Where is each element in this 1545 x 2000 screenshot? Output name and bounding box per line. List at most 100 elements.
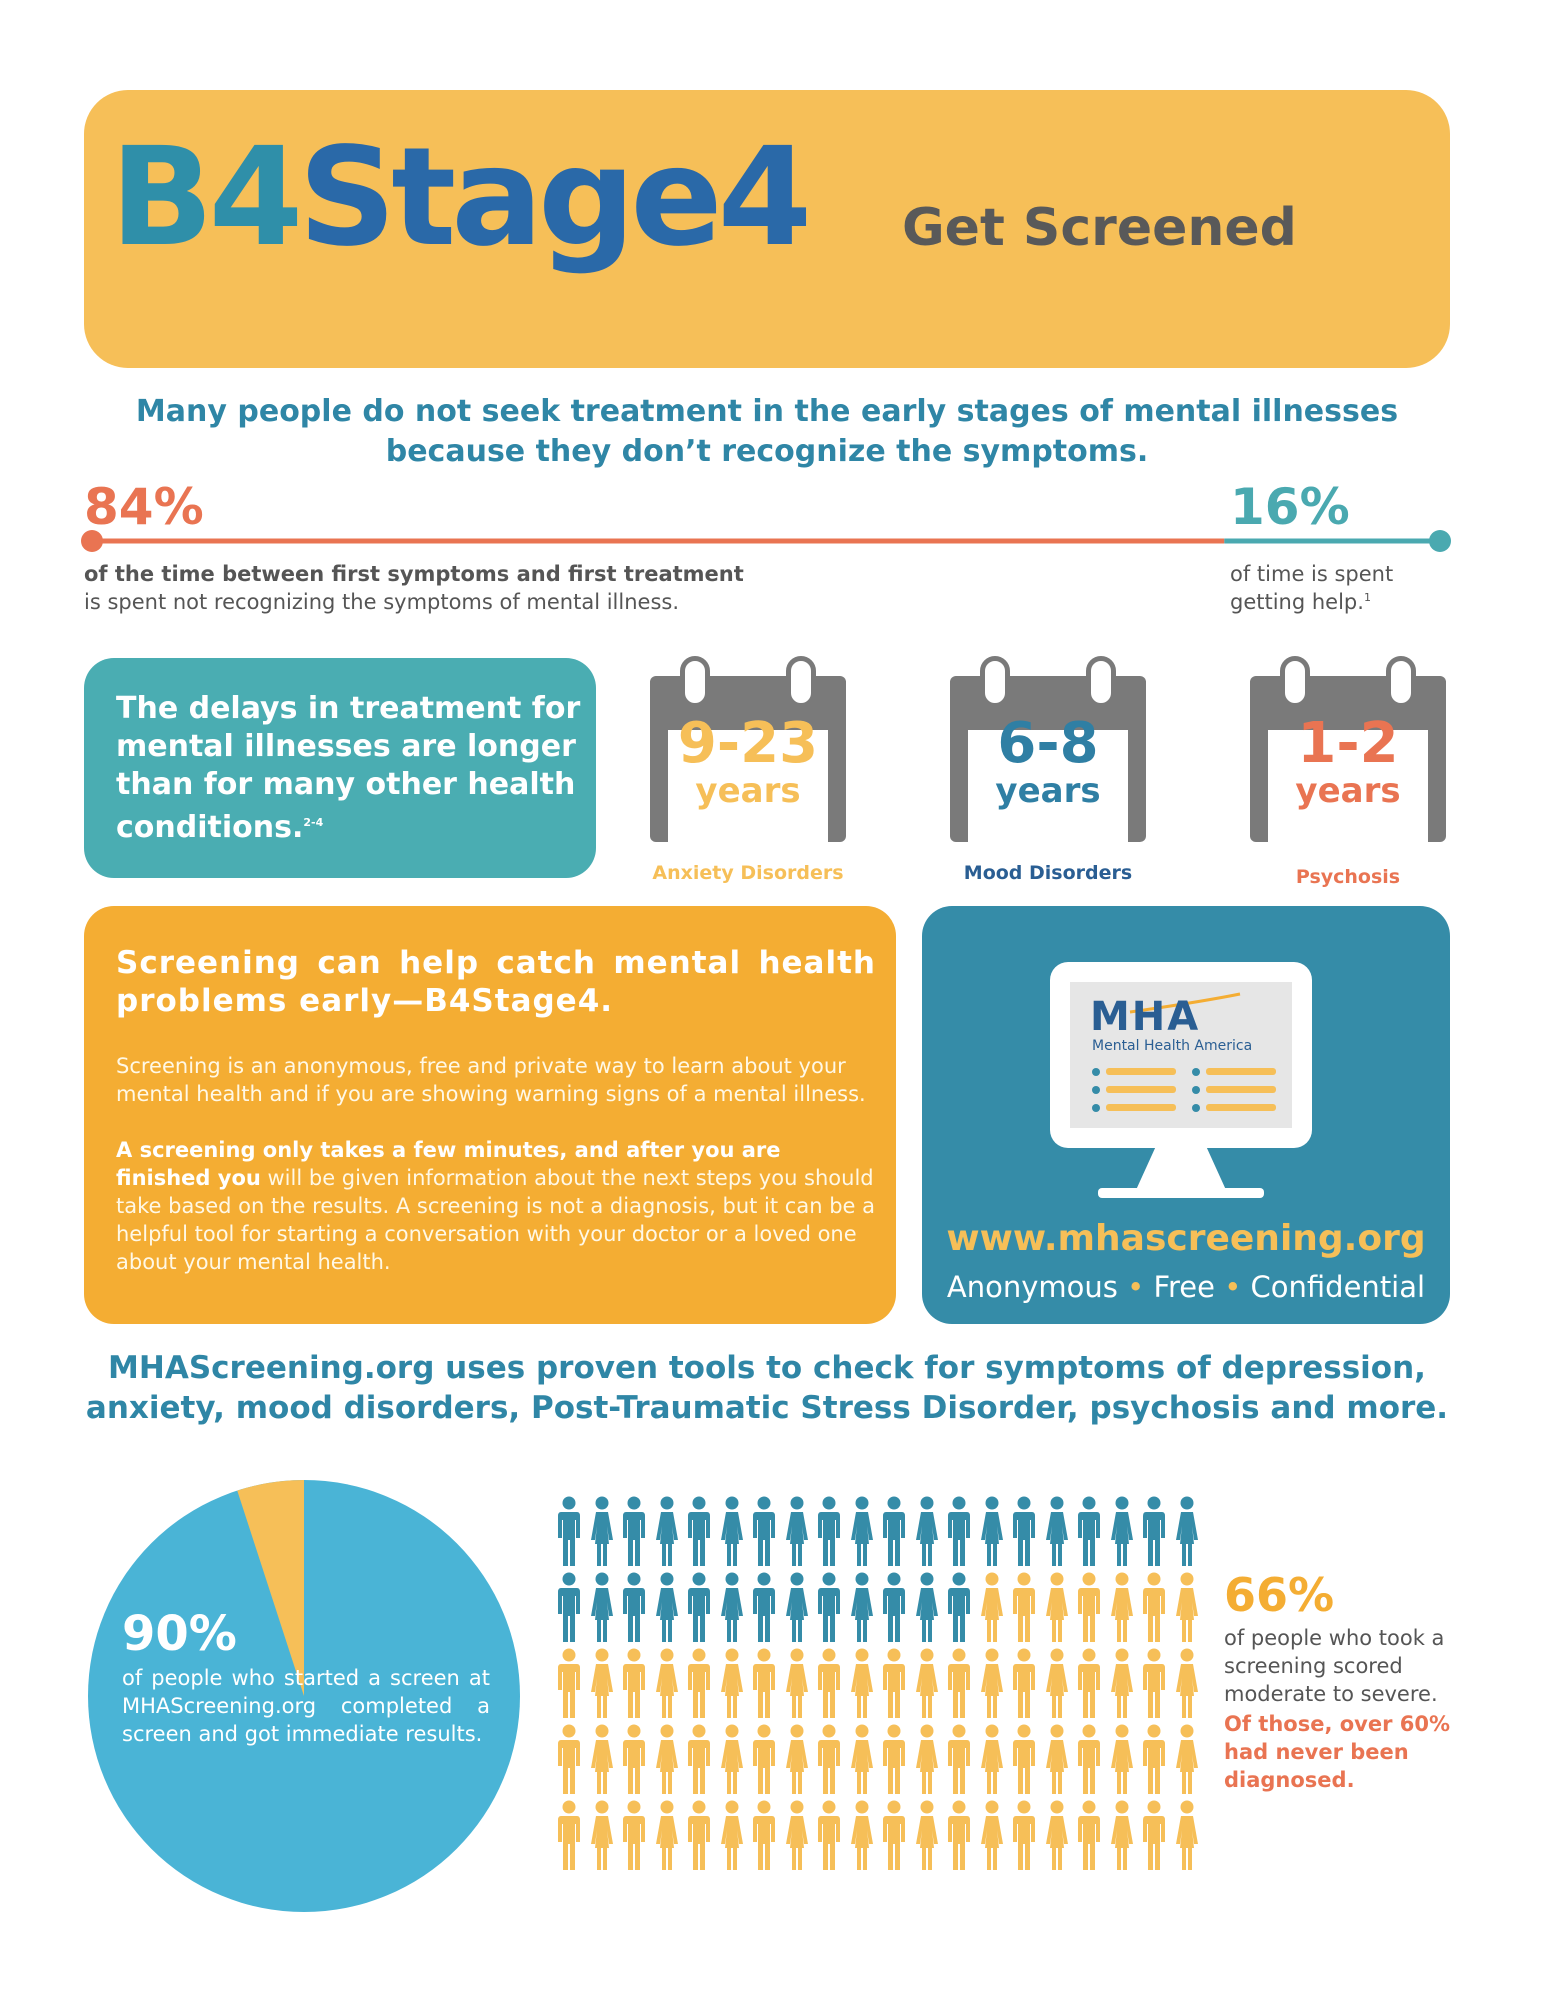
person-female-icon (850, 1800, 873, 1870)
stat-84-line-2: is spent not recognizing the symptoms of… (84, 590, 680, 614)
tag-free: Free (1153, 1270, 1215, 1304)
person-male-icon (753, 1800, 775, 1870)
person-male-icon (688, 1724, 710, 1794)
page-subtitle: Get Screened (902, 198, 1297, 258)
calendar-label-psychosis: Psychosis (1295, 866, 1401, 888)
person-female-icon (590, 1572, 613, 1642)
person-female-icon (915, 1648, 938, 1718)
mha-logo-subtitle: Mental Health America (1092, 1038, 1253, 1054)
tag-separator: • (1127, 1270, 1145, 1304)
person-male-icon (1013, 1496, 1035, 1566)
person-female-icon (720, 1800, 743, 1870)
person-female-icon (915, 1496, 938, 1566)
person-female-icon (720, 1496, 743, 1566)
person-female-icon (850, 1648, 873, 1718)
calendar-ring-icon (1386, 656, 1416, 708)
screening-panel (84, 906, 896, 1324)
person-male-icon (558, 1800, 580, 1870)
person-male-icon (753, 1648, 775, 1718)
tools-line-2: anxiety, mood disorders, Post-Traumatic … (85, 1390, 1449, 1426)
stat-16-line-2-text: getting help. (1230, 590, 1364, 614)
calendar-anxiety: 9-23 years (650, 656, 846, 848)
footnote-2-4: 2-4 (303, 816, 324, 829)
person-female-icon (1110, 1572, 1133, 1642)
person-female-icon (720, 1648, 743, 1718)
person-female-icon (655, 1496, 678, 1566)
title-part-b4: B4 (110, 119, 303, 277)
person-male-icon (1143, 1800, 1165, 1870)
person-male-icon (558, 1572, 580, 1642)
calendar-ring-icon (786, 656, 816, 708)
person-female-icon (720, 1724, 743, 1794)
person-female-icon (655, 1572, 678, 1642)
person-female-icon (1175, 1724, 1198, 1794)
calendar-frame (950, 676, 1146, 848)
tag-anonymous: Anonymous (946, 1270, 1118, 1304)
person-male-icon (688, 1572, 710, 1642)
calendar-ring-icon (1086, 656, 1116, 708)
monitor-stand-icon (1136, 1146, 1226, 1190)
person-male-icon (1078, 1648, 1100, 1718)
person-female-icon (850, 1724, 873, 1794)
person-male-icon (558, 1724, 580, 1794)
person-female-icon (915, 1800, 938, 1870)
header-banner (84, 90, 1450, 368)
calendar-ring-icon (1280, 656, 1310, 708)
person-male-icon (948, 1572, 970, 1642)
screening-url-link[interactable]: www.mhascreening.org (946, 1218, 1426, 1259)
stat-16-line-1: of time is spent (1230, 562, 1394, 586)
person-female-icon (1045, 1724, 1068, 1794)
calendar-years-range: 9-23 (677, 711, 819, 776)
person-male-icon (948, 1724, 970, 1794)
person-male-icon (1078, 1572, 1100, 1642)
stat-66-emphasis: Of those, over 60% had never been diagno… (1224, 1712, 1451, 1792)
person-male-icon (1013, 1648, 1035, 1718)
person-male-icon (753, 1572, 775, 1642)
person-male-icon (753, 1496, 775, 1566)
calendar-years-range: 1-2 (1297, 711, 1399, 776)
person-female-icon (980, 1724, 1003, 1794)
person-female-icon (850, 1496, 873, 1566)
screening-paragraph-2-rest: will be given information about the next… (116, 1166, 875, 1274)
screening-heading: Screening can help catch mental health p… (116, 945, 876, 1019)
calendar-years-unit: years (1295, 771, 1401, 811)
calendar-mood: 6-8 years (950, 656, 1146, 848)
person-female-icon (1175, 1648, 1198, 1718)
person-female-icon (1110, 1724, 1133, 1794)
timeline-bar (81, 530, 1451, 552)
calendar-years-unit: years (995, 771, 1101, 811)
calendar-label-mood: Mood Disorders (963, 862, 1133, 884)
calendar-years-unit: years (695, 771, 801, 811)
screening-paragraph-2-bold: A screening only takes a few minutes, an… (116, 1138, 781, 1190)
calendar-ring-icon (680, 656, 710, 708)
calendar-ring-icon (980, 656, 1010, 708)
person-male-icon (623, 1496, 645, 1566)
tools-line-1: MHAScreening.org uses proven tools to ch… (108, 1350, 1426, 1386)
person-male-icon (883, 1572, 905, 1642)
calendar-frame (650, 676, 846, 848)
calendar-years-range: 6-8 (997, 711, 1099, 776)
person-male-icon (883, 1496, 905, 1566)
delays-statement: The delays in treatment for mental illne… (116, 691, 581, 845)
monitor-screen (1070, 982, 1292, 1128)
tools-text: MHAScreening.org uses proven tools to ch… (84, 1348, 1450, 1428)
person-male-icon (688, 1648, 710, 1718)
person-male-icon (1013, 1800, 1035, 1870)
stat-66-percent: 66% (1224, 1568, 1335, 1622)
person-male-icon (1013, 1572, 1035, 1642)
intro-text: Many people do not seek treatment in the… (84, 392, 1450, 472)
intro-line-1: Many people do not seek treatment in the… (135, 394, 1399, 429)
person-male-icon (1013, 1724, 1035, 1794)
person-male-icon (818, 1496, 840, 1566)
person-female-icon (1175, 1800, 1198, 1870)
person-female-icon (1175, 1496, 1198, 1566)
person-female-icon (1045, 1496, 1068, 1566)
screening-paragraph-1: Screening is an anonymous, free and priv… (116, 1054, 866, 1106)
person-female-icon (590, 1648, 613, 1718)
mha-tagline: Anonymous • Free • Confidential (922, 1270, 1450, 1304)
person-male-icon (623, 1648, 645, 1718)
stat-16-line-2: getting help.1 (1230, 590, 1371, 614)
person-female-icon (1110, 1800, 1133, 1870)
person-female-icon (915, 1724, 938, 1794)
delays-text: The delays in treatment for mental illne… (116, 690, 586, 847)
